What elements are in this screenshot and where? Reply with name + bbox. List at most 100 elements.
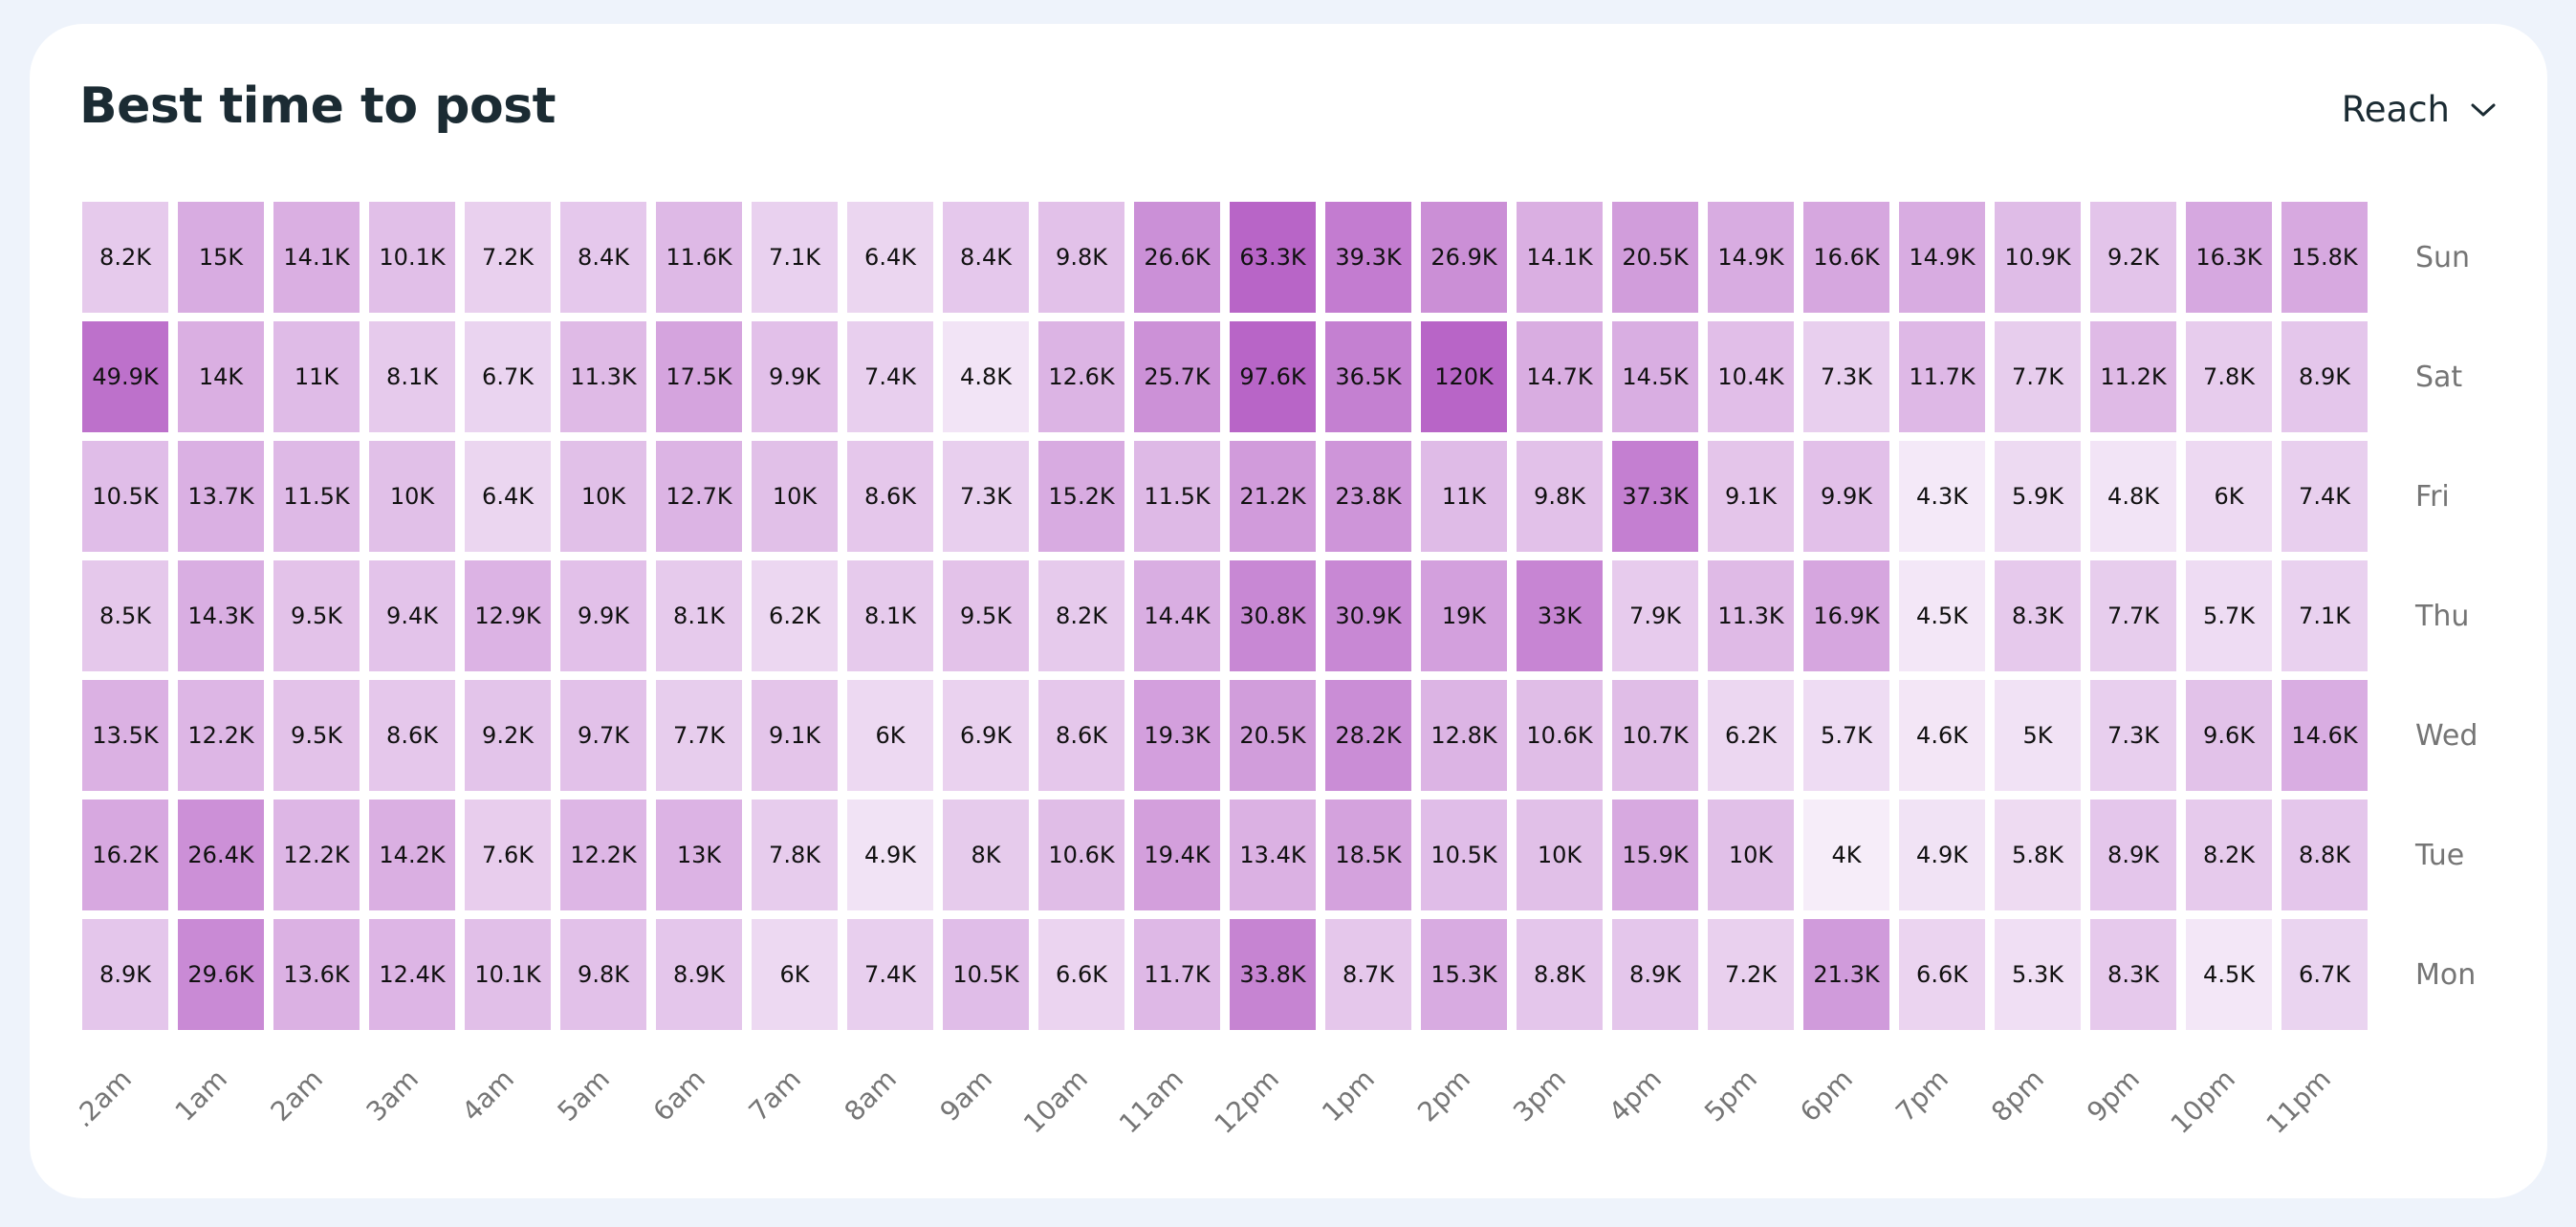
- heatmap-cell[interactable]: 5K: [1995, 680, 2081, 791]
- heatmap-cell[interactable]: 16.2K: [82, 800, 168, 910]
- heatmap-cell[interactable]: 4.5K: [1899, 560, 1985, 671]
- heatmap-cell[interactable]: 28.2K: [1325, 680, 1411, 791]
- heatmap-cell[interactable]: 8.3K: [2090, 919, 2176, 1030]
- heatmap-cell[interactable]: 8.6K: [1038, 680, 1124, 791]
- heatmap-cell[interactable]: 6K: [2186, 441, 2272, 552]
- heatmap-cell[interactable]: 8.4K: [560, 202, 646, 313]
- heatmap-cell[interactable]: 12.9K: [465, 560, 551, 671]
- heatmap-cell[interactable]: 26.4K: [178, 800, 264, 910]
- heatmap-cell[interactable]: 8.6K: [847, 441, 933, 552]
- heatmap-cell[interactable]: 9.7K: [560, 680, 646, 791]
- heatmap-cell[interactable]: 10K: [1708, 800, 1794, 910]
- heatmap-cell[interactable]: 7.4K: [2281, 441, 2368, 552]
- heatmap-cell[interactable]: 14.9K: [1899, 202, 1985, 313]
- heatmap-cell[interactable]: 14.5K: [1612, 321, 1698, 432]
- heatmap-cell[interactable]: 30.8K: [1230, 560, 1316, 671]
- heatmap-cell[interactable]: 6.2K: [1708, 680, 1794, 791]
- heatmap-cell[interactable]: 9.9K: [1803, 441, 1889, 552]
- heatmap-cell[interactable]: 33K: [1517, 560, 1603, 671]
- heatmap-cell[interactable]: 7.3K: [2090, 680, 2176, 791]
- heatmap-cell[interactable]: 12.2K: [273, 800, 360, 910]
- heatmap-cell[interactable]: 11.2K: [2090, 321, 2176, 432]
- heatmap-cell[interactable]: 6.9K: [943, 680, 1029, 791]
- heatmap-cell[interactable]: 9.4K: [369, 560, 455, 671]
- heatmap-cell[interactable]: 14.1K: [273, 202, 360, 313]
- heatmap-cell[interactable]: 7.4K: [847, 321, 933, 432]
- heatmap-cell[interactable]: 9.2K: [465, 680, 551, 791]
- heatmap-cell[interactable]: 6K: [847, 680, 933, 791]
- heatmap-cell[interactable]: 21.2K: [1230, 441, 1316, 552]
- heatmap-cell[interactable]: 7.1K: [752, 202, 838, 313]
- heatmap-cell[interactable]: 39.3K: [1325, 202, 1411, 313]
- heatmap-cell[interactable]: 120K: [1421, 321, 1507, 432]
- heatmap-cell[interactable]: 5.3K: [1995, 919, 2081, 1030]
- heatmap-cell[interactable]: 11.5K: [1134, 441, 1220, 552]
- heatmap-cell[interactable]: 7.6K: [465, 800, 551, 910]
- heatmap-cell[interactable]: 13.7K: [178, 441, 264, 552]
- heatmap-cell[interactable]: 6.7K: [2281, 919, 2368, 1030]
- heatmap-cell[interactable]: 7.7K: [1995, 321, 2081, 432]
- heatmap-cell[interactable]: 49.9K: [82, 321, 168, 432]
- heatmap-cell[interactable]: 5.7K: [1803, 680, 1889, 791]
- heatmap-cell[interactable]: 18.5K: [1325, 800, 1411, 910]
- heatmap-cell[interactable]: 8.7K: [1325, 919, 1411, 1030]
- heatmap-cell[interactable]: 4.9K: [1899, 800, 1985, 910]
- heatmap-cell[interactable]: 19.4K: [1134, 800, 1220, 910]
- heatmap-cell[interactable]: 10.6K: [1038, 800, 1124, 910]
- heatmap-cell[interactable]: 8K: [943, 800, 1029, 910]
- heatmap-cell[interactable]: 13K: [656, 800, 742, 910]
- heatmap-cell[interactable]: 8.8K: [1517, 919, 1603, 1030]
- heatmap-cell[interactable]: 10.5K: [943, 919, 1029, 1030]
- heatmap-cell[interactable]: 10K: [1517, 800, 1603, 910]
- heatmap-cell[interactable]: 12.7K: [656, 441, 742, 552]
- heatmap-cell[interactable]: 14K: [178, 321, 264, 432]
- heatmap-cell[interactable]: 6K: [752, 919, 838, 1030]
- heatmap-cell[interactable]: 4.3K: [1899, 441, 1985, 552]
- heatmap-cell[interactable]: 8.1K: [847, 560, 933, 671]
- heatmap-cell[interactable]: 4.8K: [2090, 441, 2176, 552]
- heatmap-cell[interactable]: 9.6K: [2186, 680, 2272, 791]
- heatmap-cell[interactable]: 12.2K: [560, 800, 646, 910]
- heatmap-cell[interactable]: 8.8K: [2281, 800, 2368, 910]
- heatmap-cell[interactable]: 4.6K: [1899, 680, 1985, 791]
- heatmap-cell[interactable]: 7.1K: [2281, 560, 2368, 671]
- heatmap-cell[interactable]: 11.7K: [1899, 321, 1985, 432]
- heatmap-cell[interactable]: 7.3K: [1803, 321, 1889, 432]
- heatmap-cell[interactable]: 10.5K: [1421, 800, 1507, 910]
- heatmap-cell[interactable]: 12.2K: [178, 680, 264, 791]
- heatmap-cell[interactable]: 8.1K: [369, 321, 455, 432]
- heatmap-cell[interactable]: 19.3K: [1134, 680, 1220, 791]
- heatmap-cell[interactable]: 7.3K: [943, 441, 1029, 552]
- heatmap-cell[interactable]: 6.4K: [465, 441, 551, 552]
- heatmap-cell[interactable]: 23.8K: [1325, 441, 1411, 552]
- heatmap-cell[interactable]: 4K: [1803, 800, 1889, 910]
- heatmap-cell[interactable]: 8.9K: [1612, 919, 1698, 1030]
- heatmap-cell[interactable]: 4.8K: [943, 321, 1029, 432]
- heatmap-cell[interactable]: 14.6K: [2281, 680, 2368, 791]
- heatmap-cell[interactable]: 8.3K: [1995, 560, 2081, 671]
- heatmap-cell[interactable]: 7.7K: [656, 680, 742, 791]
- heatmap-cell[interactable]: 5.7K: [2186, 560, 2272, 671]
- heatmap-cell[interactable]: 37.3K: [1612, 441, 1698, 552]
- heatmap-cell[interactable]: 14.7K: [1517, 321, 1603, 432]
- heatmap-cell[interactable]: 7.7K: [2090, 560, 2176, 671]
- heatmap-cell[interactable]: 16.9K: [1803, 560, 1889, 671]
- heatmap-cell[interactable]: 14.4K: [1134, 560, 1220, 671]
- heatmap-cell[interactable]: 10K: [752, 441, 838, 552]
- heatmap-cell[interactable]: 10.7K: [1612, 680, 1698, 791]
- heatmap-cell[interactable]: 9.9K: [560, 560, 646, 671]
- heatmap-cell[interactable]: 9.1K: [752, 680, 838, 791]
- heatmap-cell[interactable]: 7.8K: [752, 800, 838, 910]
- heatmap-cell[interactable]: 9.5K: [273, 680, 360, 791]
- heatmap-cell[interactable]: 10.6K: [1517, 680, 1603, 791]
- heatmap-cell[interactable]: 16.3K: [2186, 202, 2272, 313]
- heatmap-cell[interactable]: 8.9K: [656, 919, 742, 1030]
- heatmap-cell[interactable]: 8.1K: [656, 560, 742, 671]
- heatmap-cell[interactable]: 26.6K: [1134, 202, 1220, 313]
- heatmap-cell[interactable]: 10.4K: [1708, 321, 1794, 432]
- heatmap-cell[interactable]: 10.5K: [82, 441, 168, 552]
- heatmap-cell[interactable]: 8.2K: [1038, 560, 1124, 671]
- heatmap-cell[interactable]: 11K: [1421, 441, 1507, 552]
- heatmap-cell[interactable]: 6.6K: [1038, 919, 1124, 1030]
- heatmap-cell[interactable]: 14.1K: [1517, 202, 1603, 313]
